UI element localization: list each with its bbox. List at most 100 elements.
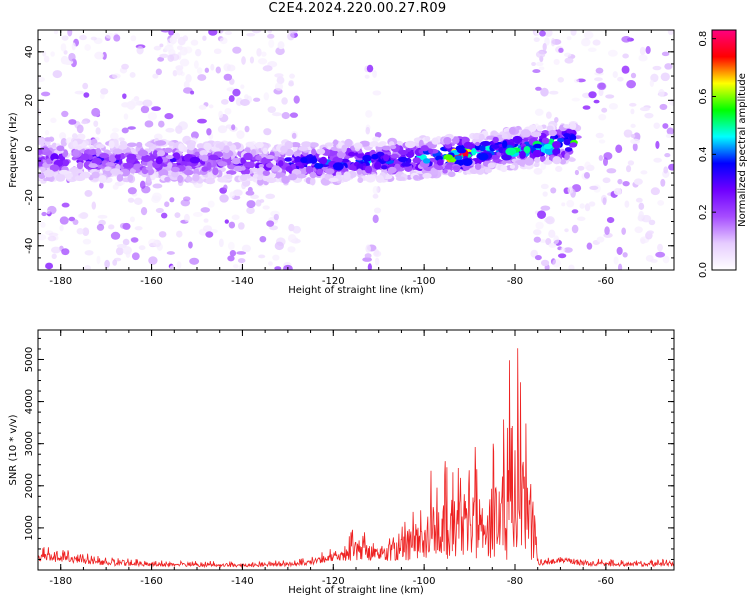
heatmap-ridge-blob — [108, 140, 115, 149]
heatmap-ridge-blob — [533, 162, 540, 168]
heatmap-ridge-blob — [110, 168, 121, 175]
spectrogram-y-tick-label: 20 — [24, 94, 35, 107]
heatmap-ridge-blob — [158, 169, 169, 177]
heatmap-ridge-blob — [118, 144, 128, 150]
heatmap-noise-blob — [140, 105, 150, 114]
heatmap-noise-blob — [287, 234, 297, 243]
heatmap-ridge-blob — [223, 145, 230, 154]
heatmap-ridge-blob — [472, 137, 482, 145]
heatmap-noise-blob — [99, 182, 104, 189]
snr-y-tick-label: 2000 — [24, 473, 35, 498]
heatmap-noise-blob — [274, 82, 284, 91]
heatmap-noise-blob — [613, 188, 622, 196]
heatmap-noise-blob — [96, 223, 105, 231]
heatmap-noise-blob — [550, 187, 557, 194]
heatmap-noise-blob — [596, 236, 605, 243]
heatmap-ridge-blob — [80, 153, 90, 161]
heatmap-ridge-blob — [163, 147, 173, 154]
heatmap-noise-blob — [176, 230, 183, 238]
heatmap-noise-blob — [179, 58, 190, 67]
heatmap-noise-blob — [72, 219, 79, 225]
heatmap-ridge-blob — [501, 133, 508, 140]
colorbar-tick-label: 0.2 — [698, 204, 709, 220]
heatmap-noise-blob — [144, 120, 154, 128]
heatmap-noise-blob — [598, 87, 604, 97]
heatmap-noise-blob — [81, 120, 88, 125]
heatmap-ridge-blob — [250, 149, 257, 157]
heatmap-noise-blob — [592, 39, 601, 46]
heatmap-noise-blob — [113, 34, 121, 42]
heatmap-ridge-blob — [463, 141, 473, 149]
heatmap-noise-blob — [60, 55, 69, 65]
heatmap-noise-blob — [662, 255, 670, 264]
heatmap-noise-blob — [202, 35, 207, 41]
heatmap-ridge-blob — [487, 162, 496, 169]
heatmap-noise-blob — [258, 254, 266, 259]
snr-x-tick-label: -60 — [598, 576, 614, 587]
heatmap-ridge-blob — [95, 147, 102, 155]
heatmap-noise-blob — [533, 236, 541, 243]
heatmap-noise-blob — [121, 63, 129, 70]
heatmap-noise-blob — [545, 111, 552, 119]
snr-background — [38, 330, 674, 570]
heatmap-noise-blob — [249, 56, 255, 64]
heatmap-ridge-blob — [88, 163, 98, 169]
heatmap-noise-blob — [571, 224, 579, 234]
heatmap-noise-blob — [548, 242, 557, 248]
heatmap-ridge-blob — [324, 142, 334, 147]
heatmap-ridge-blob — [88, 149, 97, 156]
heatmap-ridge-blob — [374, 161, 382, 170]
heatmap-noise-blob — [213, 48, 222, 55]
heatmap-ridge-blob — [489, 154, 500, 160]
heatmap-ridge-blob — [546, 125, 554, 132]
heatmap-ridge-blob — [383, 154, 390, 162]
heatmap-ridge-blob — [344, 138, 353, 148]
heatmap-noise-blob — [112, 259, 118, 266]
heatmap-noise-blob — [76, 133, 86, 140]
heatmap-ridge-blob — [484, 168, 492, 174]
heatmap-noise-blob — [613, 256, 619, 265]
heatmap-noise-blob — [183, 80, 190, 89]
heatmap-noise-blob — [605, 94, 615, 99]
heatmap-ridge-blob — [217, 161, 228, 167]
heatmap-ridge-blob — [243, 152, 253, 161]
heatmap-ridge-blob — [492, 136, 499, 144]
heatmap-noise-blob — [51, 253, 57, 260]
heatmap-noise-blob — [122, 93, 127, 100]
heatmap-ridge-blob — [563, 133, 571, 138]
snr-y-tick-label: 1000 — [24, 515, 35, 540]
heatmap-ridge-blob — [103, 149, 110, 154]
heatmap-ridge-blob — [328, 177, 339, 182]
heatmap-noise-blob — [573, 78, 580, 83]
spectrogram-y-tick-label: 40 — [24, 45, 35, 58]
heatmap-ridge-blob — [509, 126, 516, 135]
heatmap-ridge-blob — [557, 137, 565, 143]
heatmap-noise-blob — [571, 209, 579, 214]
heatmap-ridge-blob — [528, 124, 537, 132]
heatmap-noise-blob — [141, 185, 151, 194]
heatmap-noise-blob — [136, 46, 144, 55]
heatmap-noise-blob — [151, 195, 161, 203]
heatmap-ridge-blob — [208, 154, 219, 161]
heatmap-noise-blob — [160, 212, 168, 219]
heatmap-noise-blob — [615, 144, 623, 154]
spectrogram-heatmap — [38, 30, 674, 270]
colorbar-tick-label: 0.8 — [698, 31, 709, 47]
heatmap-noise-blob — [159, 43, 164, 48]
heatmap-ridge-blob — [141, 156, 152, 163]
snr-y-tick-label: 3000 — [24, 431, 35, 456]
heatmap-ridge-blob — [564, 147, 573, 152]
heatmap-ridge-blob — [447, 171, 456, 178]
heatmap-noise-blob — [564, 52, 572, 58]
heatmap-noise-blob — [566, 36, 572, 41]
spectrogram-x-tick-label: -140 — [231, 276, 254, 287]
heatmap-ridge-blob — [452, 165, 461, 171]
heatmap-noise-blob — [554, 116, 559, 123]
heatmap-ridge-blob — [187, 142, 196, 151]
heatmap-noise-blob — [236, 130, 245, 140]
heatmap-noise-blob — [176, 68, 183, 76]
heatmap-ridge-blob — [280, 145, 288, 154]
heatmap-ridge-blob — [311, 148, 317, 156]
heatmap-ridge-blob — [194, 151, 201, 157]
heatmap-ridge-blob — [165, 155, 174, 160]
